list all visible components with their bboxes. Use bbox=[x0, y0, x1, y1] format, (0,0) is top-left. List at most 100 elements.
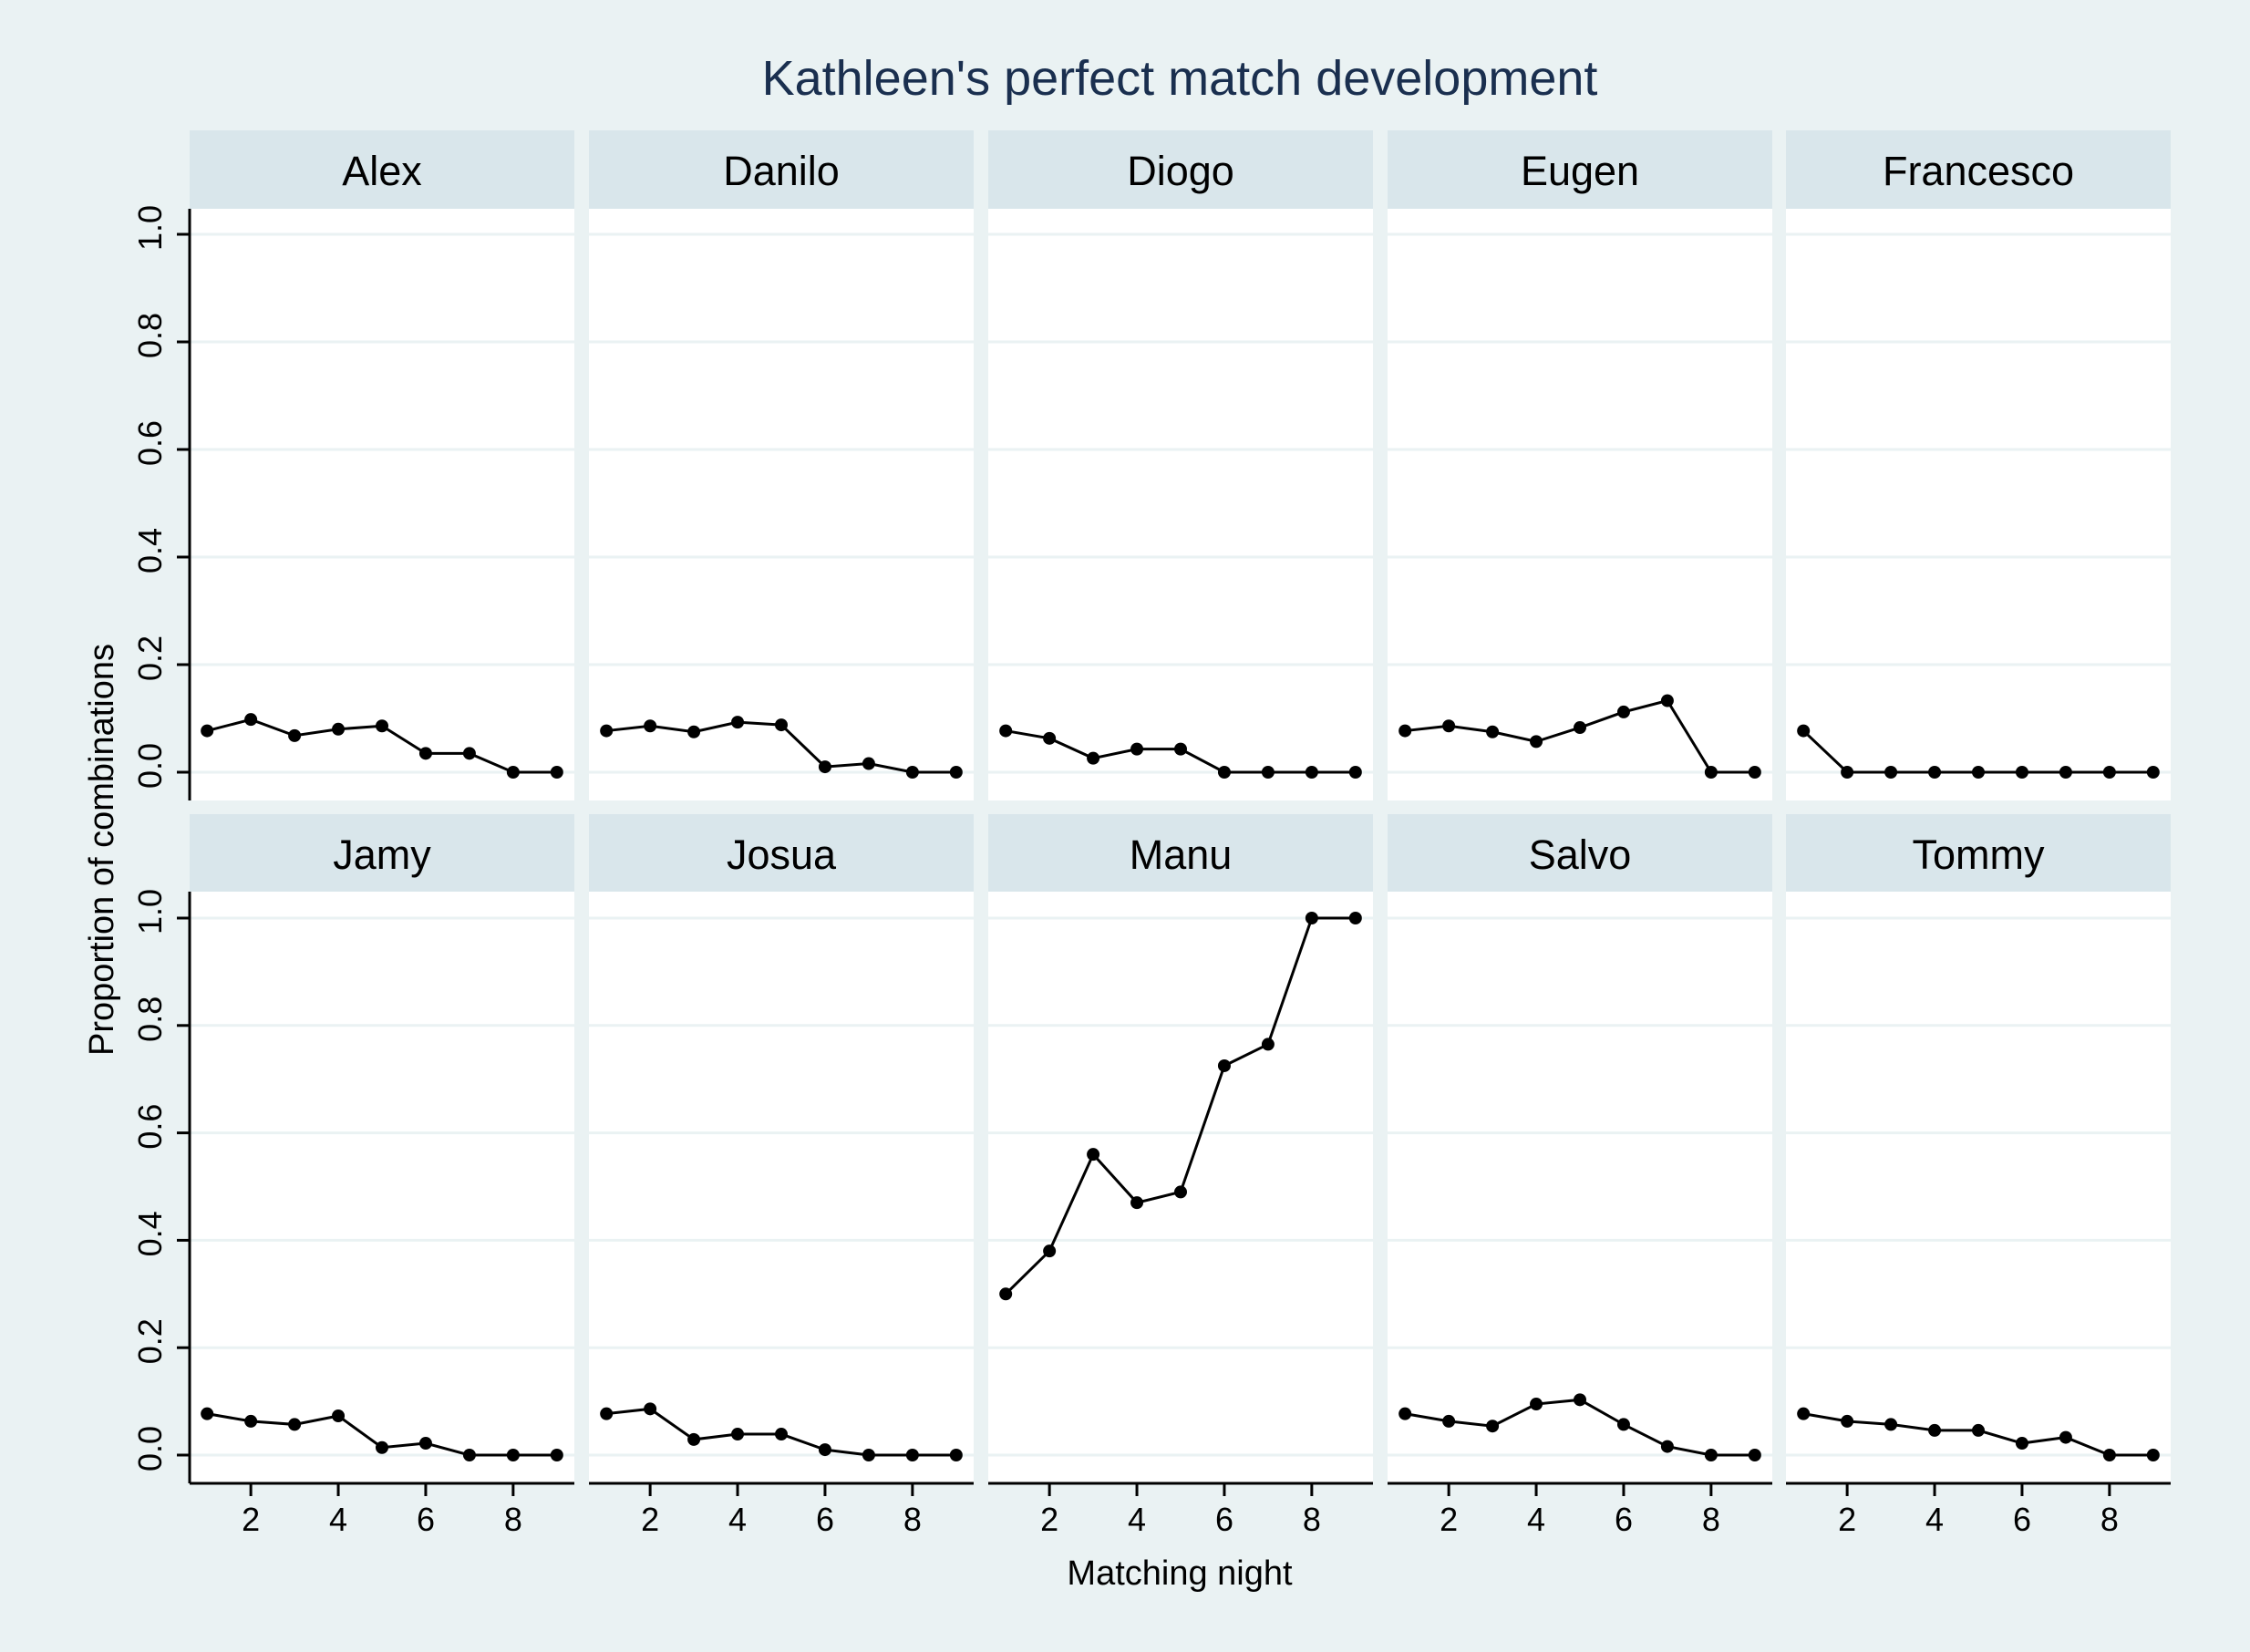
data-point bbox=[2059, 1430, 2072, 1444]
data-point bbox=[1043, 731, 1057, 745]
panel-diogo: Diogo bbox=[988, 130, 1373, 800]
data-point bbox=[288, 728, 302, 742]
data-point bbox=[905, 766, 919, 779]
data-point bbox=[818, 760, 831, 774]
panel-francesco: Francesco bbox=[1786, 130, 2171, 800]
data-point bbox=[1399, 1407, 1412, 1420]
data-point bbox=[1748, 1449, 1761, 1461]
data-point bbox=[999, 1287, 1013, 1301]
data-point bbox=[775, 1428, 788, 1441]
panel-strip-label: Eugen bbox=[1521, 148, 1639, 194]
data-point bbox=[818, 1443, 831, 1457]
x-tick-label: 4 bbox=[1128, 1501, 1146, 1538]
panel-strip-label: Tommy bbox=[1913, 831, 2045, 878]
data-point bbox=[1884, 1418, 1898, 1431]
data-point bbox=[687, 1432, 701, 1446]
panel-alex: Alex 0.0 0.2 0.4 0.6 0.8 1.0 bbox=[131, 130, 574, 800]
x-axis-label: Matching night bbox=[1067, 1554, 1293, 1593]
data-point bbox=[1442, 719, 1456, 733]
data-point bbox=[1305, 912, 1318, 924]
y-tick-label: 1.0 bbox=[131, 889, 169, 934]
x-tick-label: 4 bbox=[1925, 1501, 1944, 1538]
data-point bbox=[332, 1409, 346, 1423]
x-tick-label: 2 bbox=[641, 1501, 659, 1538]
x-tick-label: 8 bbox=[903, 1501, 922, 1538]
panel-strip bbox=[1786, 814, 2171, 893]
y-tick-label: 0.8 bbox=[131, 996, 169, 1042]
data-point bbox=[550, 766, 563, 779]
panel-jamy: Jamy 0.0 0.2 0.4 0.6 0.8 1.0 2 4 6 8 bbox=[131, 814, 574, 1538]
data-point bbox=[1972, 766, 1985, 779]
data-point bbox=[949, 766, 963, 779]
data-point bbox=[600, 1407, 614, 1420]
data-point bbox=[332, 722, 346, 736]
x-tick-label: 2 bbox=[1838, 1501, 1856, 1538]
panel-strip bbox=[1786, 130, 2171, 209]
panel-strip-label: Salvo bbox=[1529, 831, 1632, 878]
panel-strip-label: Jamy bbox=[333, 831, 431, 878]
data-point bbox=[1442, 1414, 1456, 1428]
data-point bbox=[1043, 1244, 1057, 1258]
data-point bbox=[1261, 766, 1275, 779]
data-point bbox=[1486, 725, 1500, 738]
x-tick-label: 6 bbox=[417, 1501, 435, 1538]
data-point bbox=[1574, 721, 1586, 735]
x-tick-label: 8 bbox=[1303, 1501, 1321, 1538]
data-point bbox=[2146, 766, 2160, 779]
x-tick-label: 2 bbox=[242, 1501, 260, 1538]
data-point bbox=[1530, 1398, 1543, 1411]
y-tick-label: 0.2 bbox=[131, 635, 169, 681]
panel-strip bbox=[1388, 814, 1772, 893]
data-point bbox=[1797, 724, 1811, 738]
panel-strip-label: Francesco bbox=[1883, 148, 2074, 194]
data-point bbox=[905, 1449, 919, 1461]
y-tick-label: 0.6 bbox=[131, 1104, 169, 1150]
panel-plot-area bbox=[1786, 892, 2171, 1483]
data-point bbox=[1087, 1148, 1100, 1162]
panel-strip bbox=[1388, 130, 1772, 209]
panel-strip-label: Diogo bbox=[1127, 148, 1234, 194]
data-point bbox=[862, 1449, 875, 1461]
data-point bbox=[775, 718, 788, 732]
data-point bbox=[1748, 766, 1761, 779]
x-tick-label: 6 bbox=[816, 1501, 834, 1538]
data-point bbox=[244, 1414, 258, 1428]
data-point bbox=[1660, 694, 1674, 707]
panel-strip-label: Josua bbox=[727, 831, 837, 878]
panel-plot-area bbox=[589, 892, 974, 1483]
data-point bbox=[1616, 705, 1630, 718]
data-point bbox=[1928, 1423, 1942, 1437]
x-tick-label: 2 bbox=[1440, 1501, 1458, 1538]
data-point bbox=[1130, 742, 1144, 756]
data-point bbox=[1884, 766, 1898, 779]
data-point bbox=[418, 1437, 432, 1451]
panel-salvo: Salvo 2 4 6 8 bbox=[1388, 814, 1772, 1538]
x-tick-label: 4 bbox=[728, 1501, 747, 1538]
data-point bbox=[2015, 1437, 2028, 1451]
x-tick-label: 6 bbox=[2013, 1501, 2031, 1538]
panel-josua: Josua 2 4 6 8 bbox=[589, 814, 974, 1538]
data-point bbox=[1704, 1449, 1718, 1461]
data-point bbox=[731, 716, 745, 729]
chart-title: Kathleen's perfect match development bbox=[762, 51, 1598, 106]
panel-strip-label: Danilo bbox=[723, 148, 840, 194]
data-point bbox=[600, 724, 614, 738]
panel-plot-area bbox=[1388, 209, 1772, 800]
data-point bbox=[1972, 1423, 1985, 1437]
data-point bbox=[1797, 1407, 1811, 1420]
panel-plot-area bbox=[190, 892, 574, 1483]
data-point bbox=[244, 713, 258, 727]
data-point bbox=[201, 724, 214, 738]
panel-strip bbox=[589, 814, 974, 893]
panel-manu: Manu 2 4 6 8 bbox=[988, 814, 1373, 1538]
data-point bbox=[1348, 766, 1362, 779]
y-tick-label: 0.8 bbox=[131, 313, 169, 358]
panel-strip bbox=[988, 130, 1373, 209]
y-tick-label: 0.4 bbox=[131, 1211, 169, 1256]
data-point bbox=[2015, 766, 2028, 779]
data-point bbox=[1217, 1058, 1231, 1072]
data-point bbox=[376, 719, 388, 733]
data-point bbox=[462, 1449, 476, 1461]
data-point bbox=[1174, 1185, 1187, 1199]
